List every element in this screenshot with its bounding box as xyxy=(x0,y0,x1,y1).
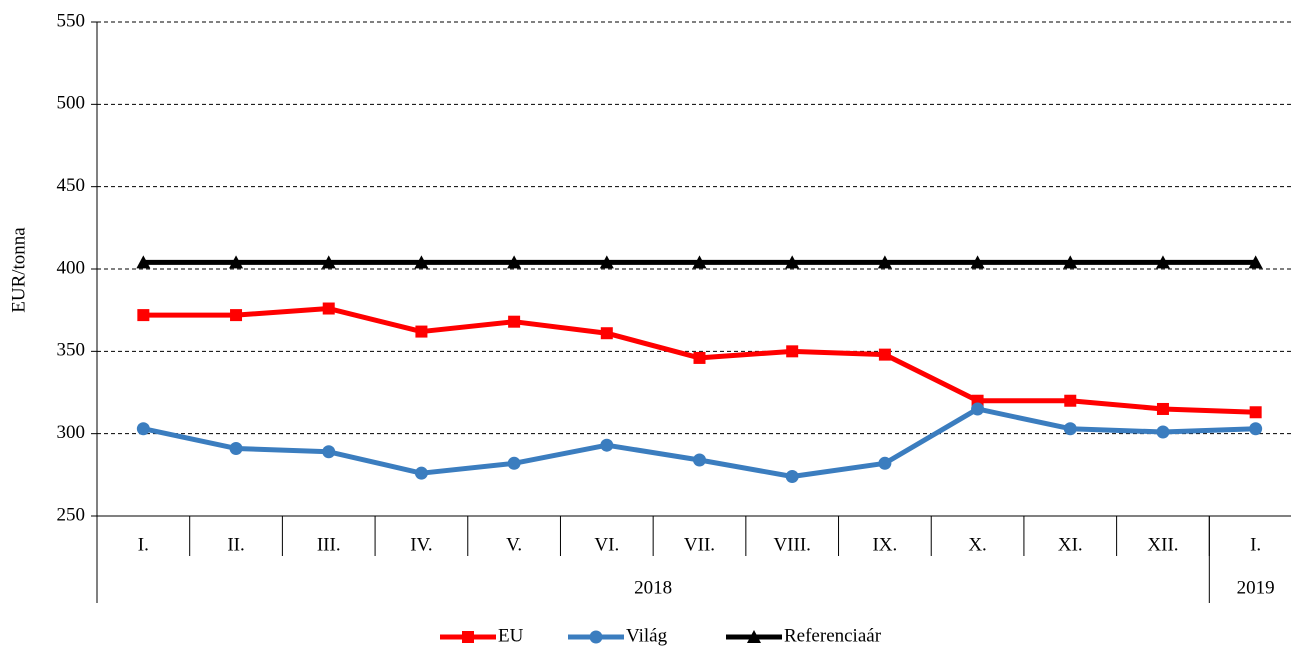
marker xyxy=(785,255,800,269)
marker xyxy=(1249,422,1263,436)
marker xyxy=(878,456,892,470)
y-tick-label: 500 xyxy=(57,93,86,114)
x-tick-label: V. xyxy=(506,534,522,555)
marker xyxy=(229,255,244,269)
x-tick-label: I. xyxy=(1250,534,1261,555)
y-tick-label: 400 xyxy=(57,257,86,278)
y-tick-label: 350 xyxy=(57,340,86,361)
x-tick-label: I. xyxy=(138,534,149,555)
marker xyxy=(786,345,799,358)
marker xyxy=(1064,394,1077,407)
marker xyxy=(878,348,891,361)
marker xyxy=(415,325,428,338)
marker xyxy=(508,315,521,328)
x-tick-label: VII. xyxy=(684,534,715,555)
x-tick-label: II. xyxy=(227,534,244,555)
legend-label: Világ xyxy=(626,625,668,646)
marker xyxy=(414,255,429,269)
marker xyxy=(785,469,799,483)
marker xyxy=(970,255,985,269)
marker xyxy=(322,302,335,315)
marker xyxy=(600,438,614,452)
marker xyxy=(589,630,603,644)
marker xyxy=(507,456,521,470)
y-tick-label: 300 xyxy=(57,422,86,443)
marker xyxy=(414,466,428,480)
x-tick-label: VI. xyxy=(594,534,619,555)
marker xyxy=(507,255,522,269)
marker xyxy=(136,422,150,436)
marker xyxy=(600,327,613,340)
x-tick-label: XI. xyxy=(1058,534,1083,555)
marker xyxy=(971,402,985,416)
legend-label: Referenciaár xyxy=(784,625,882,646)
x-tick-label: X. xyxy=(968,534,986,555)
y-tick-label: 550 xyxy=(57,10,86,31)
marker xyxy=(322,445,336,459)
group-label: 2018 xyxy=(634,577,672,598)
marker xyxy=(1156,402,1169,415)
x-tick-label: III. xyxy=(317,534,341,555)
marker xyxy=(693,351,706,364)
y-axis-label: EUR/tonna xyxy=(8,227,29,313)
marker xyxy=(229,441,243,455)
marker xyxy=(692,255,707,269)
group-label: 2019 xyxy=(1237,577,1275,598)
marker xyxy=(747,630,761,643)
marker xyxy=(136,255,151,269)
marker xyxy=(321,255,336,269)
y-tick-label: 250 xyxy=(57,504,86,525)
legend-label: EU xyxy=(498,625,524,646)
marker xyxy=(599,255,614,269)
x-tick-label: IV. xyxy=(410,534,432,555)
x-tick-label: IX. xyxy=(872,534,897,555)
y-tick-label: 450 xyxy=(57,175,86,196)
marker xyxy=(1155,255,1170,269)
marker xyxy=(693,453,706,467)
marker xyxy=(877,255,892,269)
marker xyxy=(1063,422,1077,436)
marker xyxy=(230,309,243,322)
marker xyxy=(1249,406,1262,419)
x-tick-label: VIII. xyxy=(773,534,810,555)
marker xyxy=(1248,255,1263,269)
marker xyxy=(137,309,150,322)
marker xyxy=(1156,425,1170,439)
x-tick-label: XII. xyxy=(1147,534,1178,555)
marker xyxy=(462,631,474,643)
marker xyxy=(1063,255,1078,269)
